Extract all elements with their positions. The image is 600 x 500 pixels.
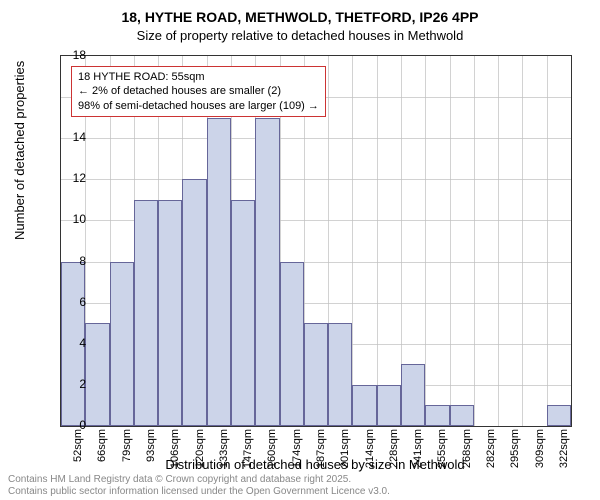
x-tick: 322sqm <box>558 429 570 471</box>
histogram-bar <box>401 364 425 426</box>
chart-container: 18, HYTHE ROAD, METHWOLD, THETFORD, IP26… <box>0 0 600 500</box>
histogram-bar <box>110 262 134 426</box>
grid-line-v <box>352 56 353 426</box>
x-tick: 282sqm <box>485 429 497 471</box>
plot-area: 18 HYTHE ROAD: 55sqm ← 2% of detached ho… <box>60 55 572 427</box>
y-tick: 18 <box>62 48 86 62</box>
x-tick: 120sqm <box>194 429 206 471</box>
x-tick: 133sqm <box>218 429 230 471</box>
x-tick: 79sqm <box>121 429 133 471</box>
histogram-bar <box>134 200 158 426</box>
x-tick: 147sqm <box>242 429 254 471</box>
grid-line-v <box>522 56 523 426</box>
grid-line-v <box>377 56 378 426</box>
x-tick: 241sqm <box>412 429 424 471</box>
histogram-bar <box>377 385 401 426</box>
annotation-box: 18 HYTHE ROAD: 55sqm ← 2% of detached ho… <box>71 66 326 117</box>
x-tick: 214sqm <box>364 429 376 471</box>
grid-line-h <box>61 138 571 139</box>
histogram-bar <box>425 405 449 426</box>
y-tick: 2 <box>62 377 86 391</box>
x-tick: 295sqm <box>509 429 521 471</box>
x-tick: 187sqm <box>315 429 327 471</box>
annotation-line3: 98% of semi-detached houses are larger (… <box>78 99 319 113</box>
x-tick: 106sqm <box>169 429 181 471</box>
chart-subtitle: Size of property relative to detached ho… <box>0 28 600 43</box>
histogram-bar <box>328 323 352 426</box>
histogram-bar <box>182 179 206 426</box>
x-tick: 66sqm <box>96 429 108 471</box>
y-tick: 8 <box>62 254 86 268</box>
chart-title: 18, HYTHE ROAD, METHWOLD, THETFORD, IP26… <box>0 0 600 26</box>
histogram-bar <box>304 323 328 426</box>
x-tick: 52sqm <box>72 429 84 471</box>
grid-line-v <box>425 56 426 426</box>
annotation-line1: 18 HYTHE ROAD: 55sqm <box>78 70 319 84</box>
x-tick: 228sqm <box>388 429 400 471</box>
x-tick: 160sqm <box>266 429 278 471</box>
histogram-bar <box>207 118 231 426</box>
histogram-bar <box>255 118 279 426</box>
footer: Contains HM Land Registry data © Crown c… <box>8 474 390 498</box>
footer-line2: Contains public sector information licen… <box>8 486 390 498</box>
x-tick: 309sqm <box>534 429 546 471</box>
histogram-bar <box>158 200 182 426</box>
x-tick: 93sqm <box>145 429 157 471</box>
y-tick: 10 <box>62 212 86 226</box>
grid-line-h <box>61 179 571 180</box>
grid-line-v <box>450 56 451 426</box>
grid-line-v <box>547 56 548 426</box>
annotation-line2: ← 2% of detached houses are smaller (2) <box>78 84 319 98</box>
x-tick: 268sqm <box>461 429 473 471</box>
histogram-bar <box>547 405 571 426</box>
grid-line-v <box>474 56 475 426</box>
y-tick: 6 <box>62 295 86 309</box>
y-tick: 4 <box>62 336 86 350</box>
footer-line1: Contains HM Land Registry data © Crown c… <box>8 474 390 486</box>
x-tick: 174sqm <box>291 429 303 471</box>
histogram-bar <box>231 200 255 426</box>
histogram-bar <box>352 385 376 426</box>
histogram-bar <box>450 405 474 426</box>
y-axis-label: Number of detached properties <box>12 61 27 240</box>
x-tick: 201sqm <box>339 429 351 471</box>
y-tick: 14 <box>62 130 86 144</box>
y-tick: 12 <box>62 171 86 185</box>
grid-line-v <box>498 56 499 426</box>
x-tick: 255sqm <box>436 429 448 471</box>
histogram-bar <box>280 262 304 426</box>
histogram-bar <box>85 323 109 426</box>
